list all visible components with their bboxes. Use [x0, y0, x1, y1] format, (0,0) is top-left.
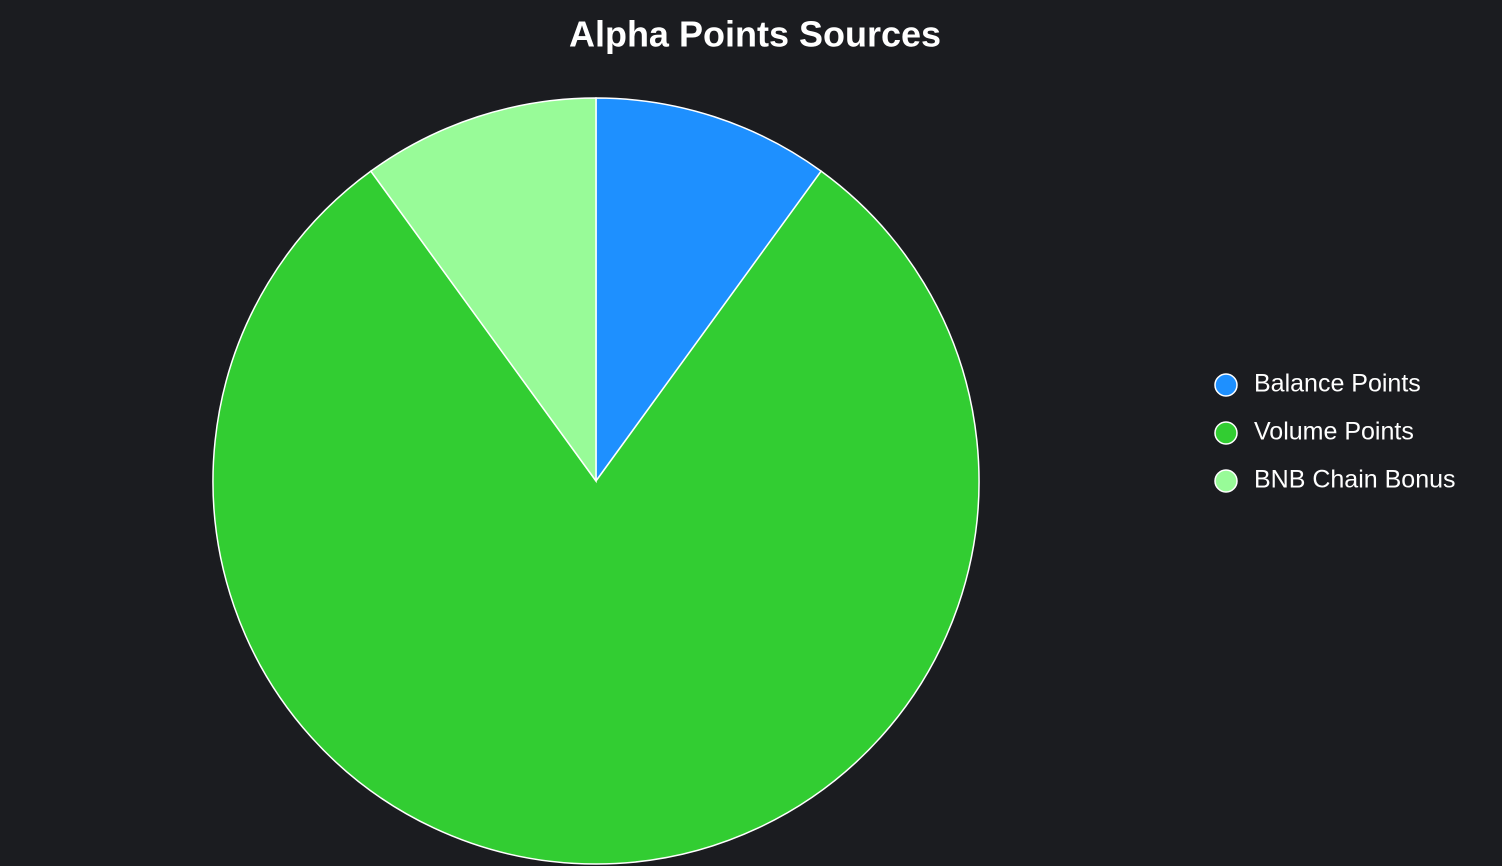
chart-title: Alpha Points Sources	[569, 14, 941, 55]
legend-label[interactable]: BNB Chain Bonus	[1254, 466, 1456, 494]
pie-slice	[212, 170, 980, 865]
legend-marker[interactable]	[1214, 469, 1238, 493]
legend-label[interactable]: Volume Points	[1254, 418, 1414, 446]
pie-slice	[369, 97, 597, 484]
legend-marker[interactable]	[1214, 421, 1238, 445]
legend-label[interactable]: Balance Points	[1254, 370, 1421, 398]
pie-slice	[595, 97, 823, 484]
legend-marker[interactable]	[1214, 373, 1238, 397]
